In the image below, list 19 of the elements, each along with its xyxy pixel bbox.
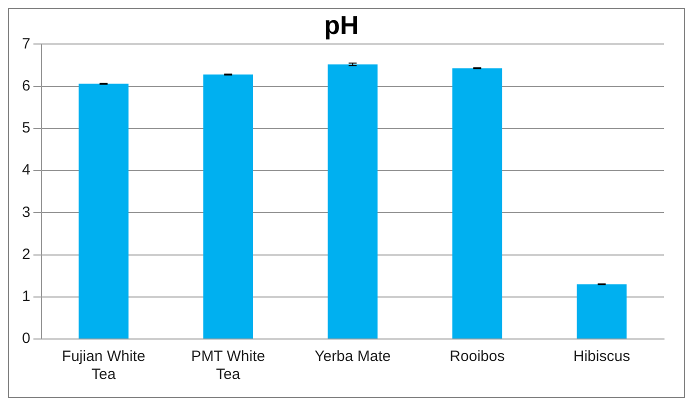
x-tick-label: Yerba Mate bbox=[314, 348, 391, 366]
y-tick-label: 1 bbox=[22, 288, 30, 306]
bar bbox=[452, 68, 502, 338]
y-tick-label: 0 bbox=[22, 330, 30, 348]
y-tick-label: 7 bbox=[22, 35, 30, 52]
x-tick-label: Hibiscus bbox=[573, 348, 630, 366]
bar bbox=[203, 74, 254, 338]
x-tick-label: Fujian White Tea bbox=[62, 348, 146, 384]
x-tick-label: Rooibos bbox=[450, 348, 505, 366]
y-tick-label: 6 bbox=[22, 77, 30, 94]
x-tick-label: PMT White Tea bbox=[191, 348, 266, 384]
y-tick-label: 4 bbox=[22, 162, 30, 179]
y-tick-label: 3 bbox=[22, 204, 30, 221]
bar bbox=[78, 84, 129, 338]
bar bbox=[576, 284, 627, 338]
y-tick-label: 5 bbox=[22, 120, 30, 137]
y-tick-label: 2 bbox=[22, 246, 30, 263]
chart-title: pH bbox=[324, 10, 359, 40]
bar bbox=[328, 64, 378, 338]
